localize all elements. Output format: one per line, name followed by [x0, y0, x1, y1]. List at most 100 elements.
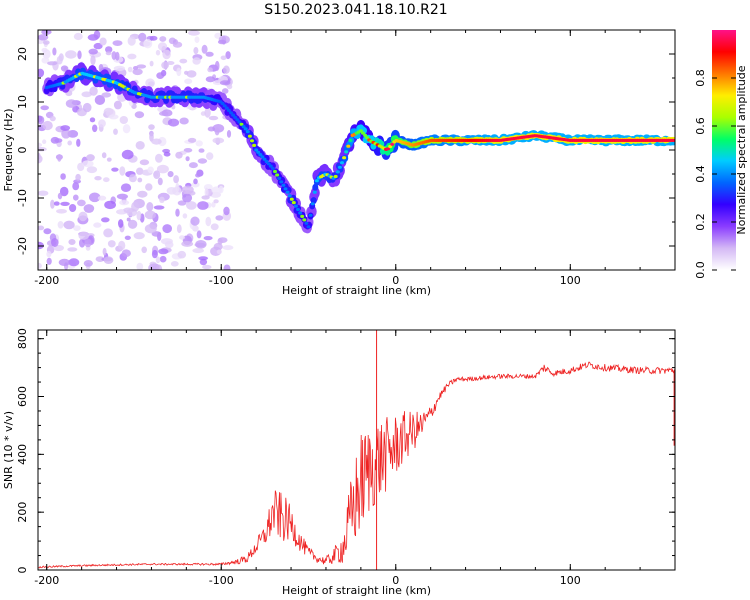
heatmap-noise-blob — [40, 105, 49, 111]
heatmap-ridge-core — [241, 125, 246, 129]
heatmap-noise-blob — [199, 258, 208, 266]
heatmap-noise-blob — [106, 157, 112, 162]
heatmap-noise-blob — [69, 204, 77, 212]
heatmap-noise-blob — [144, 210, 156, 220]
heatmap-ridge-core — [293, 204, 298, 208]
heatmap-noise-blob — [68, 239, 76, 245]
heatmap-noise-blob — [192, 57, 201, 65]
heatmap-noise-blob — [63, 220, 75, 230]
heatmap-noise-blob — [170, 261, 179, 267]
heatmap-noise-blob — [186, 201, 197, 210]
heatmap-noise-blob — [60, 201, 70, 206]
colorbar-tick-label: 0.8 — [694, 69, 707, 87]
heatmap-noise-blob — [164, 241, 174, 249]
heatmap-noise-blob — [195, 240, 207, 249]
heatmap-noise-blob — [135, 141, 145, 150]
heatmap-noise-blob — [175, 182, 180, 193]
heatmap-noise-blob — [118, 240, 126, 251]
heatmap-noise-blob — [42, 120, 53, 131]
heatmap-noise-blob — [213, 199, 219, 204]
heatmap-noise-blob — [118, 219, 124, 228]
bottom-x-axis-label: Height of straight line (km) — [282, 584, 431, 597]
heatmap-noise-blob — [211, 201, 216, 208]
chart-title: S150.2023.041.18.10.R21 — [264, 2, 448, 18]
colorbar — [712, 30, 736, 270]
heatmap-noise-blob — [179, 58, 188, 64]
heatmap-noise-blob — [83, 204, 95, 213]
heatmap-noise-blob — [177, 250, 187, 259]
heatmap-noise-blob — [225, 51, 231, 60]
heatmap-ridge-core — [344, 150, 349, 154]
bottom-y-tick-label: 600 — [16, 386, 29, 407]
heatmap-ridge-core — [342, 156, 347, 160]
heatmap-noise-blob — [198, 256, 209, 261]
heatmap-noise-blob — [157, 42, 168, 51]
heatmap-noise-blob — [162, 49, 171, 60]
heatmap-noise-blob — [205, 216, 212, 227]
heatmap-noise-blob — [78, 231, 89, 240]
heatmap-noise-blob — [167, 171, 174, 178]
heatmap-noise-blob — [89, 86, 98, 96]
heatmap-noise-blob — [126, 217, 131, 222]
heatmap-noise-blob — [46, 250, 52, 258]
heatmap-noise-blob — [77, 199, 86, 207]
heatmap-noise-blob — [182, 185, 194, 195]
heatmap-noise-blob — [210, 223, 219, 231]
heatmap-noise-blob — [217, 39, 227, 45]
heatmap-noise-blob — [73, 32, 83, 41]
bottom-x-tick-label: 0 — [392, 574, 399, 587]
heatmap-noise-blob — [104, 200, 116, 210]
heatmap-noise-blob — [95, 256, 105, 262]
heatmap-ridge-core — [390, 142, 395, 146]
heatmap-noise-blob — [83, 260, 93, 267]
heatmap-noise-blob — [223, 65, 230, 74]
heatmap-ridge-core — [388, 144, 393, 149]
heatmap-noise-blob — [173, 175, 180, 184]
heatmap-noise-blob — [77, 50, 82, 60]
heatmap-ridge-core — [243, 127, 248, 131]
heatmap-noise-blob — [219, 80, 231, 86]
heatmap-ridge-core — [361, 131, 365, 135]
heatmap-ridge-core — [250, 139, 254, 143]
heatmap-noise-blob — [214, 60, 220, 71]
top-y-axis-label: Frequency (Hz) — [2, 109, 15, 192]
heatmap-noise-blob — [188, 162, 198, 169]
heatmap-noise-blob — [162, 224, 172, 234]
heatmap-noise-blob — [127, 53, 137, 60]
heatmap-noise-blob — [67, 140, 72, 146]
heatmap-noise-blob — [191, 181, 200, 188]
heatmap-ridge-core — [365, 136, 370, 140]
heatmap-noise-blob — [68, 258, 80, 267]
heatmap-noise-blob — [149, 132, 154, 142]
heatmap-noise-blob — [190, 216, 200, 226]
heatmap-ridge-core — [312, 190, 317, 194]
heatmap-noise-blob — [103, 256, 114, 265]
heatmap-ridge-core — [275, 173, 280, 177]
heatmap-noise-blob — [57, 192, 63, 200]
heatmap-noise-blob — [132, 68, 143, 76]
heatmap-noise-blob — [143, 39, 153, 49]
heatmap-noise-blob — [113, 65, 126, 72]
heatmap-noise-blob — [127, 66, 133, 73]
heatmap-noise-blob — [136, 210, 142, 221]
heatmap-noise-blob — [42, 40, 50, 45]
heatmap-noise-blob — [51, 238, 59, 247]
heatmap-ridge-core — [287, 194, 292, 198]
heatmap-noise-blob — [176, 67, 182, 77]
heatmap-noise-blob — [175, 151, 183, 159]
heatmap-noise-blob — [184, 70, 189, 75]
heatmap-noise-blob — [108, 114, 119, 120]
heatmap-noise-blob — [184, 78, 193, 85]
bottom-y-tick-label: 800 — [16, 328, 29, 349]
heatmap-noise-blob — [193, 47, 199, 55]
heatmap-noise-blob — [84, 238, 92, 248]
heatmap-noise-blob — [187, 137, 197, 143]
heatmap-ridge-core — [231, 113, 236, 117]
heatmap-noise-blob — [38, 115, 45, 125]
heatmap-noise-blob — [86, 166, 98, 174]
heatmap-noise-blob — [204, 107, 211, 118]
heatmap-noise-blob — [105, 51, 112, 56]
heatmap-noise-blob — [60, 125, 71, 131]
heatmap-noise-blob — [41, 57, 50, 64]
heatmap-noise-blob — [122, 207, 135, 214]
